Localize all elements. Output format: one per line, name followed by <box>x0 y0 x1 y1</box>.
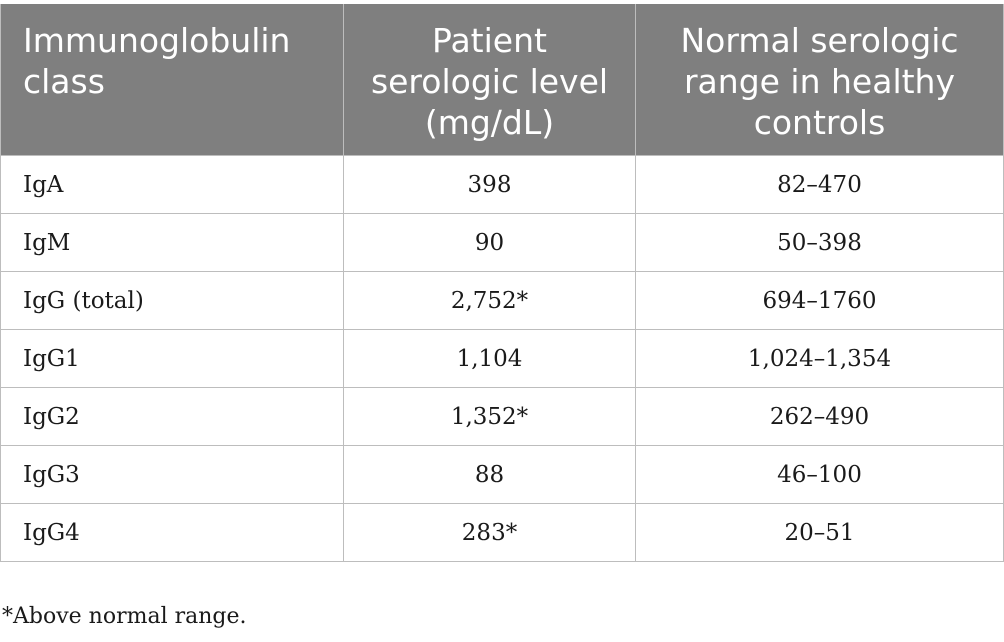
header-patient-level: Patient serologic level (mg/dL) <box>343 4 636 156</box>
cell-class: IgG2 <box>0 387 344 446</box>
header-immunoglobulin-class: Immunoglobulin class <box>0 4 344 156</box>
immunoglobulin-table: Immunoglobulin class Patient serologic l… <box>0 4 1004 562</box>
cell-class: IgA <box>0 155 344 214</box>
table-row: IgG3 88 46–100 <box>0 445 1004 504</box>
table-header: Immunoglobulin class Patient serologic l… <box>0 4 1004 156</box>
cell-class: IgG3 <box>0 445 344 504</box>
cell-class: IgG1 <box>0 329 344 388</box>
cell-class: IgM <box>0 213 344 272</box>
cell-normal-range: 82–470 <box>635 155 1004 214</box>
table-row: IgM 90 50–398 <box>0 213 1004 272</box>
cell-normal-range: 20–51 <box>635 503 1004 562</box>
cell-patient-level: 90 <box>343 213 636 272</box>
cell-patient-level: 283* <box>343 503 636 562</box>
table-footnote: *Above normal range. <box>2 604 247 629</box>
cell-normal-range: 50–398 <box>635 213 1004 272</box>
table-row: IgA 398 82–470 <box>0 155 1004 214</box>
cell-class: IgG4 <box>0 503 344 562</box>
table-body: IgA 398 82–470 IgM 90 50–398 IgG (total)… <box>0 155 1004 562</box>
table-row: IgG1 1,104 1,024–1,354 <box>0 329 1004 388</box>
header-row: Immunoglobulin class Patient serologic l… <box>0 4 1004 156</box>
header-normal-range: Normal serologic range in healthy contro… <box>635 4 1004 156</box>
cell-patient-level: 398 <box>343 155 636 214</box>
cell-class: IgG (total) <box>0 271 344 330</box>
cell-patient-level: 1,352* <box>343 387 636 446</box>
table-row: IgG (total) 2,752* 694–1760 <box>0 271 1004 330</box>
immunoglobulin-table-container: Immunoglobulin class Patient serologic l… <box>0 4 1004 562</box>
table-row: IgG4 283* 20–51 <box>0 503 1004 562</box>
cell-patient-level: 2,752* <box>343 271 636 330</box>
cell-normal-range: 46–100 <box>635 445 1004 504</box>
cell-normal-range: 1,024–1,354 <box>635 329 1004 388</box>
table-row: IgG2 1,352* 262–490 <box>0 387 1004 446</box>
cell-patient-level: 88 <box>343 445 636 504</box>
cell-normal-range: 694–1760 <box>635 271 1004 330</box>
cell-patient-level: 1,104 <box>343 329 636 388</box>
cell-normal-range: 262–490 <box>635 387 1004 446</box>
